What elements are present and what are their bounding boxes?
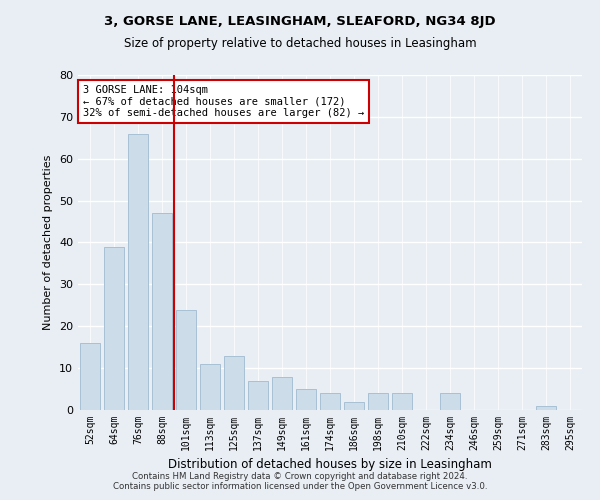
Bar <box>80 343 100 410</box>
Bar <box>224 356 244 410</box>
Bar <box>392 393 412 410</box>
Y-axis label: Number of detached properties: Number of detached properties <box>43 155 53 330</box>
Text: 3, GORSE LANE, LEASINGHAM, SLEAFORD, NG34 8JD: 3, GORSE LANE, LEASINGHAM, SLEAFORD, NG3… <box>104 15 496 28</box>
Bar <box>248 380 268 410</box>
Text: 3 GORSE LANE: 104sqm
← 67% of detached houses are smaller (172)
32% of semi-deta: 3 GORSE LANE: 104sqm ← 67% of detached h… <box>83 85 364 118</box>
Bar <box>536 406 556 410</box>
Text: Contains HM Land Registry data © Crown copyright and database right 2024.: Contains HM Land Registry data © Crown c… <box>132 472 468 481</box>
Bar <box>368 393 388 410</box>
Bar <box>176 310 196 410</box>
Bar <box>272 376 292 410</box>
Bar <box>296 389 316 410</box>
Text: Contains public sector information licensed under the Open Government Licence v3: Contains public sector information licen… <box>113 482 487 491</box>
Bar <box>104 246 124 410</box>
Bar <box>344 402 364 410</box>
Bar <box>440 393 460 410</box>
Bar <box>320 393 340 410</box>
Bar <box>152 213 172 410</box>
X-axis label: Distribution of detached houses by size in Leasingham: Distribution of detached houses by size … <box>168 458 492 471</box>
Bar <box>128 134 148 410</box>
Text: Size of property relative to detached houses in Leasingham: Size of property relative to detached ho… <box>124 38 476 51</box>
Bar <box>200 364 220 410</box>
